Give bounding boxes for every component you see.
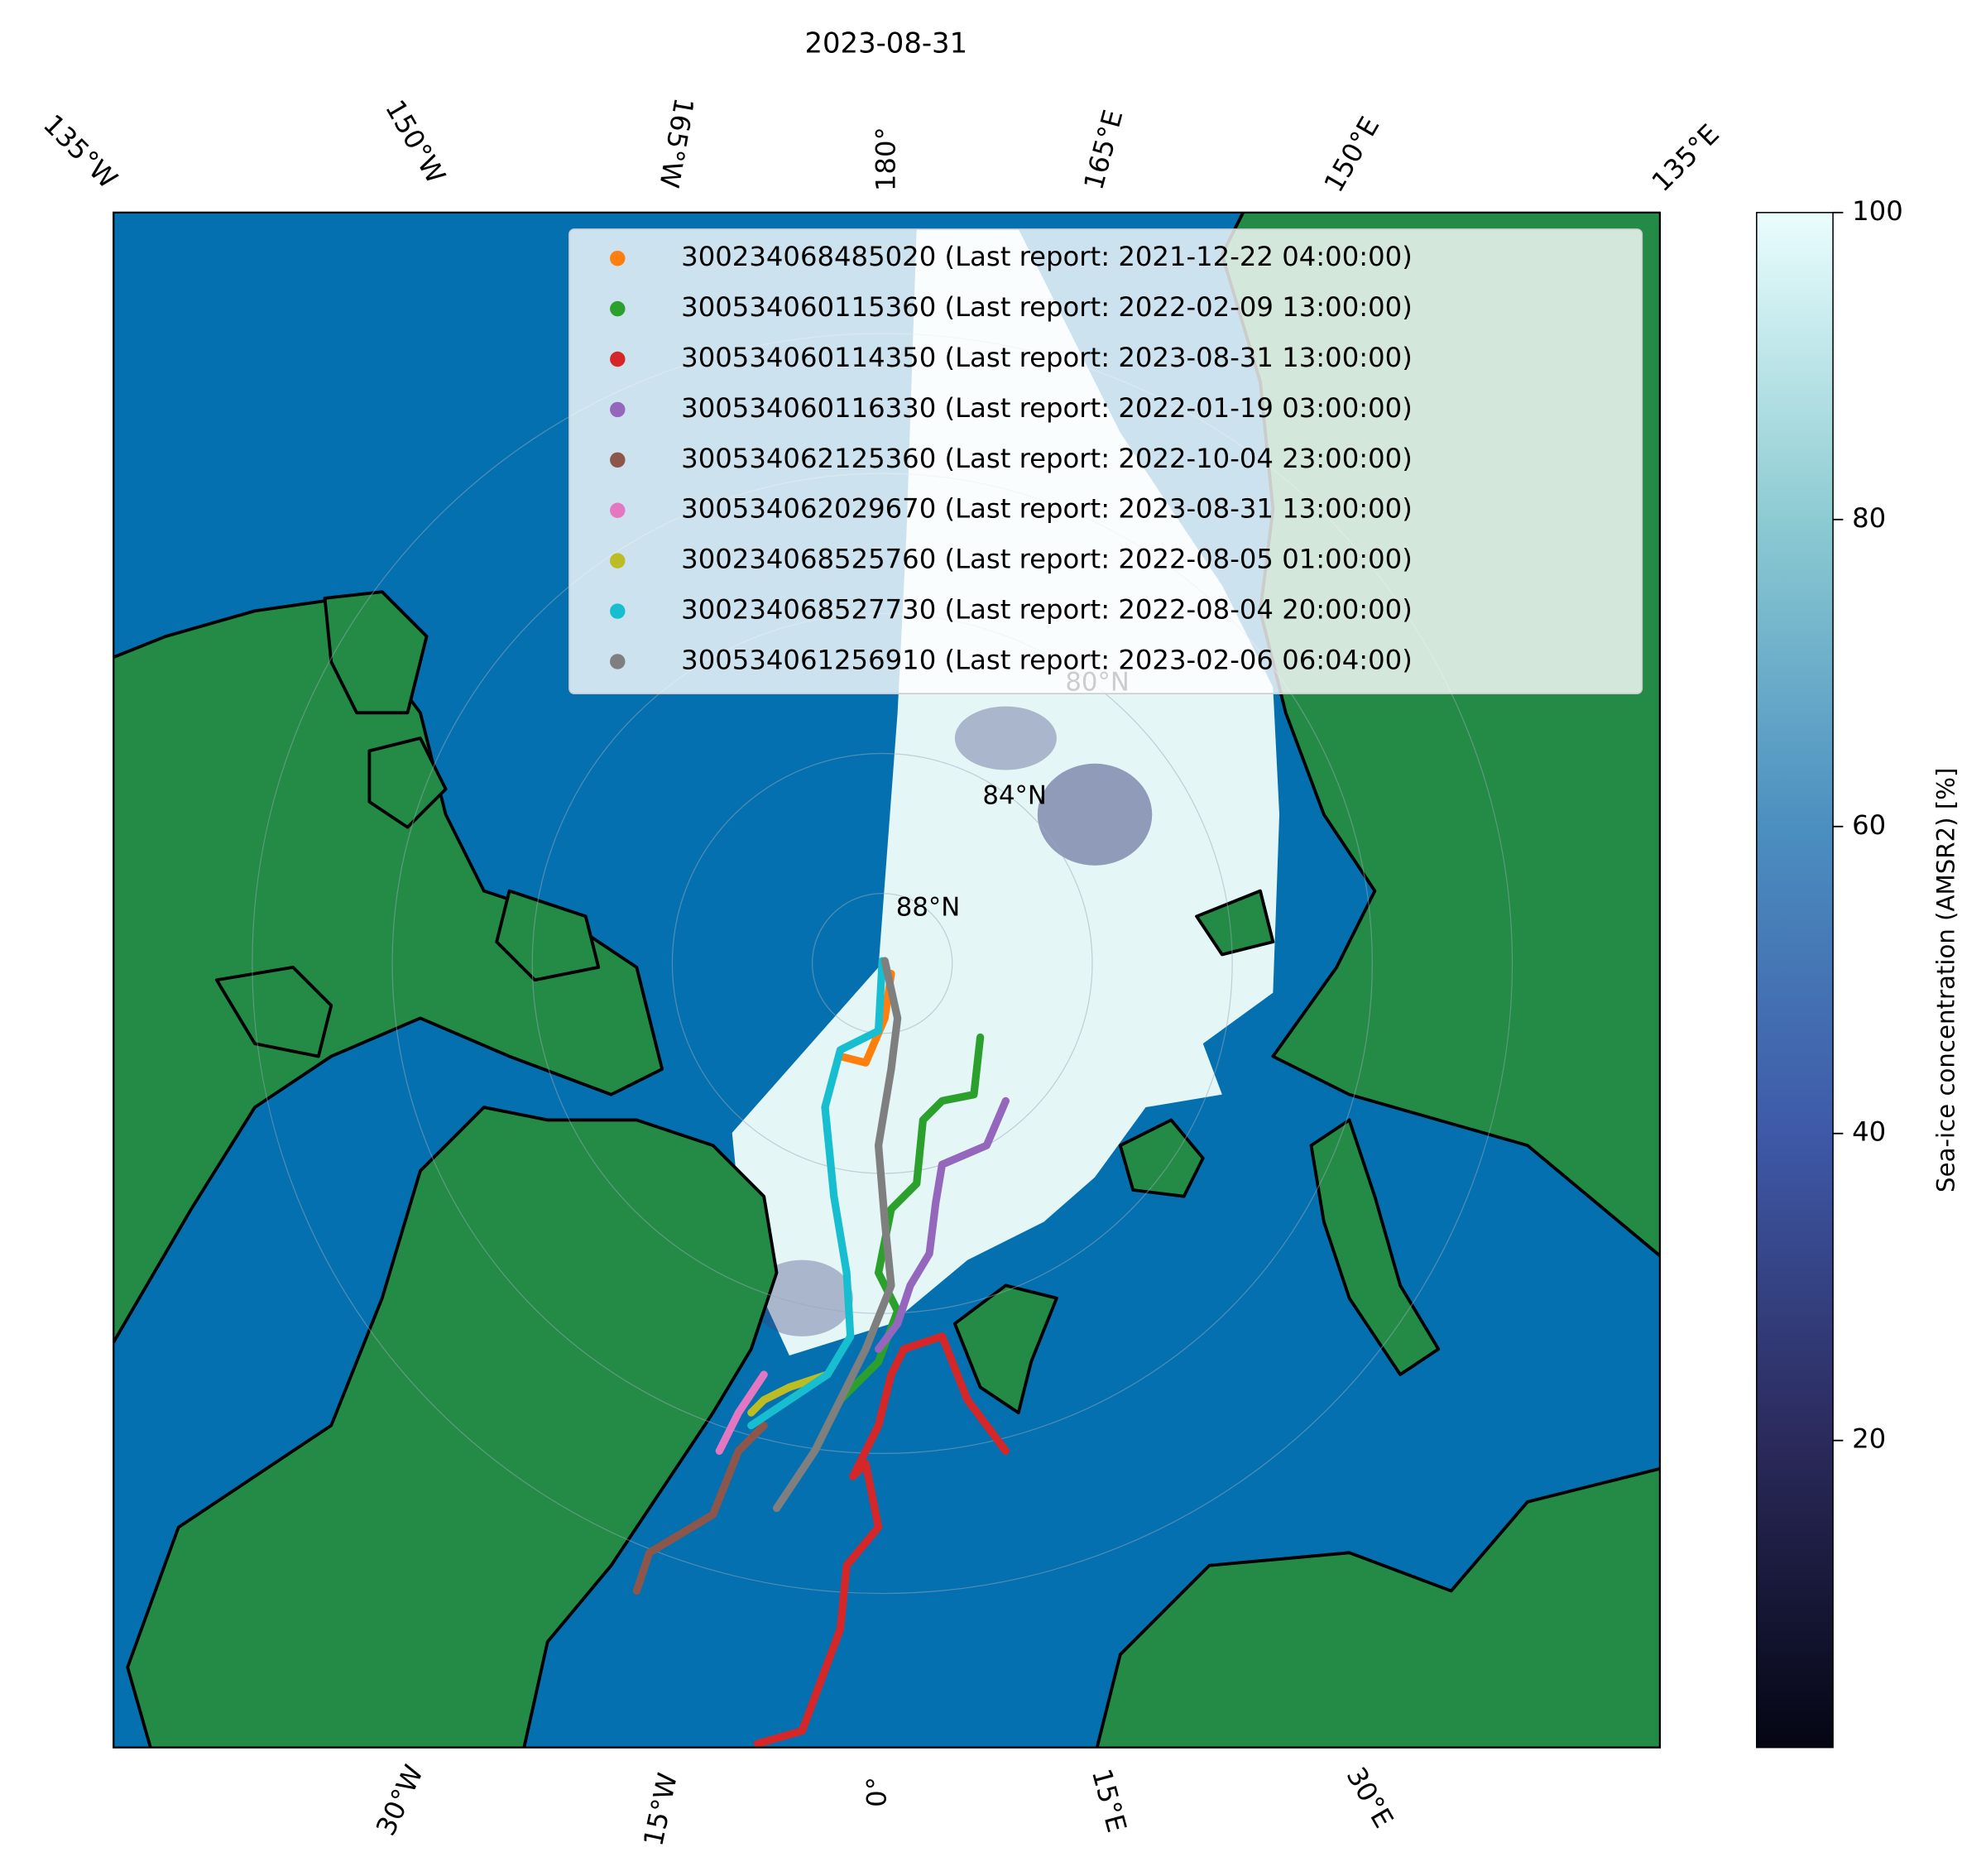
longitude-label: 30°W (370, 1760, 429, 1840)
legend-label: 300234068525760 (Last report: 2022-08-05… (681, 544, 1413, 575)
buoy-track (836, 969, 895, 1067)
longitude-label: 180° (870, 127, 901, 191)
buoy-track (632, 1421, 768, 1595)
buoy-track (747, 1370, 832, 1417)
legend-label: 300534060116330 (Last report: 2022-01-19… (681, 392, 1413, 424)
legend-label: 300534060115360 (Last report: 2022-02-09… (681, 291, 1413, 323)
legend-label: 300534061256910 (Last report: 2023-02-06… (681, 644, 1413, 675)
map-title: 2023-08-31 (805, 26, 968, 59)
novaya-zemlya (1309, 1118, 1441, 1376)
colorbar-label: Sea-ice concentration (AMSR2) [%] (1931, 768, 1960, 1192)
colorbar-tick-label: 40 (1852, 1116, 1886, 1148)
legend-label: 300534060114350 (Last report: 2023-08-31… (681, 342, 1413, 373)
colorbar-tick-label: 20 (1852, 1423, 1886, 1455)
latitude-label: 84°N (982, 780, 1047, 810)
legend-marker (610, 250, 626, 266)
longitude-label: 150°W (379, 94, 452, 189)
colorbar-tick-label: 100 (1852, 195, 1903, 227)
low-ice (751, 1259, 853, 1336)
longitude-label: 150°E (1318, 112, 1386, 198)
svalbard (952, 1283, 1058, 1415)
longitude-label: 135°W (37, 108, 123, 194)
island (495, 889, 601, 982)
island (367, 736, 448, 829)
longitude-label: 165°E (1077, 107, 1129, 194)
legend-marker (610, 603, 626, 619)
legend: 300234068485020 (Last report: 2021-12-22… (610, 241, 1413, 675)
longitude-label: 165°W (653, 95, 699, 190)
longitude-label: 30°E (1341, 1762, 1400, 1833)
scandinavia (1095, 1466, 1660, 1748)
legend-marker (610, 401, 626, 418)
buoy-track (747, 957, 886, 1430)
longitude-label: 0° (861, 1777, 893, 1807)
low-ice (954, 706, 1057, 770)
legend-marker (610, 452, 626, 468)
greenland (126, 1106, 779, 1748)
island (214, 965, 333, 1058)
legend-marker (610, 553, 626, 569)
legend-box (568, 228, 1643, 694)
tracks (632, 957, 1010, 1748)
latitude-label: 88°N (896, 893, 961, 923)
legend-label: 300534062125360 (Last report: 2022-10-04… (681, 443, 1413, 474)
legend-label: 300234068485020 (Last report: 2021-12-22… (681, 241, 1413, 272)
buoy-track (753, 1332, 1010, 1748)
longitude-label: 15°E (1086, 1765, 1133, 1835)
buoy-track (772, 957, 902, 1513)
colorbar-ticks: 20 40 60 80 100 (1833, 195, 1903, 1455)
longitude-label: 135°E (1646, 118, 1725, 198)
legend-marker (610, 654, 626, 669)
legend-marker (610, 502, 626, 518)
buoy-track (874, 1096, 1010, 1353)
buoy-track (715, 1370, 768, 1455)
legend-marker (610, 351, 626, 367)
legend-label: 300534062029670 (Last report: 2023-08-31… (681, 493, 1413, 525)
low-ice (1037, 763, 1153, 866)
legend-label: 300234068527730 (Last report: 2022-08-04… (681, 594, 1413, 626)
colorbar-tick-label: 60 (1852, 809, 1886, 841)
island (1195, 889, 1275, 957)
colorbar-tick-label: 80 (1852, 502, 1886, 534)
legend-marker (610, 300, 626, 317)
colorbar (1756, 212, 1834, 1749)
buoy-track (811, 1033, 985, 1455)
island (323, 590, 429, 715)
map-frame (113, 211, 1662, 1749)
longitude-label: 15°W (637, 1770, 684, 1849)
franz-josef-land (1118, 1118, 1205, 1198)
